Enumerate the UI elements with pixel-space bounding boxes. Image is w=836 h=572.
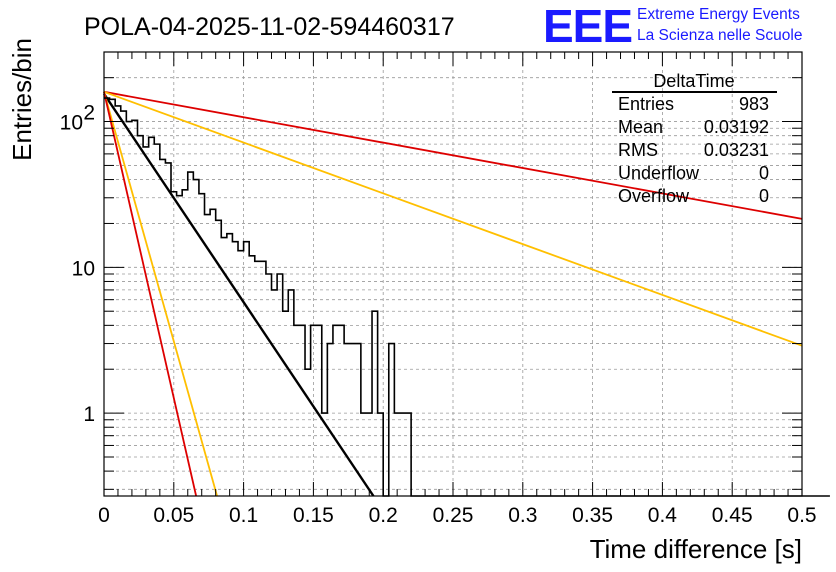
eee-logo-line1: Extreme Energy Events [637, 6, 800, 23]
axis-ticks [103, 51, 803, 496]
stats-label-underflow: Underflow [618, 163, 700, 183]
stats-label-overflow: Overflow [618, 186, 690, 206]
x-tick-label: 0.15 [293, 504, 334, 527]
stats-value-underflow: 0 [759, 163, 769, 183]
eee-logo-text: EEE [543, 0, 632, 52]
y-tick-label: 10 [60, 112, 83, 135]
eee-logo-line2: La Scienza nelle Scuole [637, 27, 802, 44]
stats-title: DeltaTime [653, 71, 734, 91]
fit-curve-4 [103, 91, 218, 497]
x-tick-label: 0.1 [229, 504, 258, 527]
y-tick-label-exponent: 2 [83, 102, 95, 125]
eee-logo: EEE Extreme Energy Events La Scienza nel… [543, 0, 802, 52]
x-tick-label: 0.45 [712, 504, 753, 527]
chart-title: POLA-04-2025-11-02-594460317 [84, 13, 455, 41]
stats-value-rms: 0.03231 [704, 140, 769, 160]
x-tick-label: 0.35 [572, 504, 613, 527]
x-tick-label: 0 [98, 504, 110, 527]
stats-label-entries: Entries [618, 94, 674, 114]
x-tick-label: 0.4 [648, 504, 678, 527]
stats-value-overflow: 0 [759, 186, 769, 206]
x-axis-title: Time difference [s] [590, 534, 802, 564]
stats-value-entries: 983 [739, 94, 769, 114]
y-tick-label: 1 [83, 403, 95, 426]
x-tick-label: 0.5 [787, 504, 816, 527]
grid [104, 52, 802, 496]
x-tick-label: 0.25 [433, 504, 474, 527]
fit-curve-3 [103, 90, 803, 347]
fit-curves [103, 90, 803, 497]
stats-box: DeltaTime Entries 983 Mean 0.03192 RMS 0… [612, 71, 777, 206]
x-tick-label: 0.2 [369, 504, 398, 527]
fit-curve-1 [103, 93, 375, 497]
fit-curve-5 [103, 91, 198, 497]
tick-labels: 0 0.05 0.1 0.15 0.2 0.25 0.3 0.35 0.4 0.45 0.5 1 10 1… [60, 102, 817, 527]
y-axis-title: Entries/bin [7, 38, 37, 161]
stats-value-mean: 0.03192 [704, 117, 769, 137]
stats-label-mean: Mean [618, 117, 663, 137]
stats-label-rms: RMS [618, 140, 658, 160]
x-tick-label: 0.05 [153, 504, 194, 527]
x-tick-label: 0.3 [508, 504, 537, 527]
y-tick-label: 10 [72, 257, 95, 280]
fit-curve-2 [103, 90, 803, 220]
